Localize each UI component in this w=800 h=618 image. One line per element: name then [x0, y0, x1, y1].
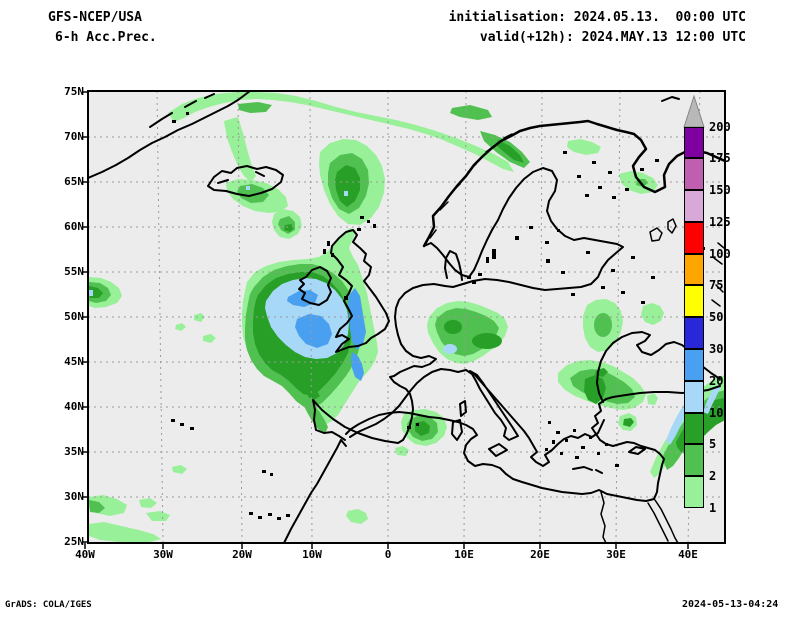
legend-label-10: 10 [709, 406, 724, 420]
lon-label-30w: 30W [153, 548, 173, 561]
coast-med-islands [451, 400, 646, 474]
legend-label-2: 2 [709, 469, 717, 483]
coast-caspian-caucasus [711, 242, 725, 307]
lat-label-45n: 45N [64, 355, 84, 368]
lat-label-30n: 30N [64, 490, 84, 503]
coast-mediterranean-north [349, 368, 605, 467]
legend-block-175-200 [684, 127, 704, 158]
coast-lakes [649, 218, 677, 242]
coast-ireland [298, 266, 332, 306]
coast-turkey-africa [283, 398, 665, 543]
lat-label-25n: 25N [64, 535, 84, 548]
creation-timestamp: 2024-05-13-04:24 [682, 599, 779, 610]
legend-label-75: 75 [709, 278, 724, 292]
legend-label-175: 175 [709, 151, 731, 165]
coast-western-europe [312, 283, 446, 444]
lat-label-55n: 55N [64, 265, 84, 278]
legend-label-150: 150 [709, 183, 731, 197]
lon-label-40e: 40E [678, 548, 698, 561]
legend-block-100-125 [684, 222, 704, 254]
lon-label-30e: 30E [606, 548, 626, 561]
graticule [88, 91, 725, 543]
legend-label-30: 30 [709, 342, 724, 356]
valid-time-label: valid(+12h): 2024.MAY.13 12:00 UTC [479, 30, 746, 45]
lon-label-20w: 20W [232, 548, 252, 561]
grads-credit: GrADS: COLA/IGES [5, 600, 92, 610]
legend-label-1: 1 [709, 501, 717, 515]
legend-block-125-150 [684, 190, 704, 222]
legend-label-50: 50 [709, 310, 724, 324]
model-title: GFS-NCEP/USA [48, 10, 142, 25]
coast-denmark [444, 250, 463, 281]
lon-label-10w: 10W [302, 548, 322, 561]
legend-block-10-20 [684, 381, 704, 413]
coast-baltic [423, 167, 624, 291]
lon-label-0: 0 [384, 548, 392, 561]
lat-label-70n: 70N [64, 130, 84, 143]
legend-label-100: 100 [709, 247, 731, 261]
map-frame [87, 90, 726, 544]
lat-label-40n: 40N [64, 400, 84, 413]
legend-label-125: 125 [709, 215, 731, 229]
coast-great-britain [330, 229, 390, 353]
lat-label-60n: 60N [64, 220, 84, 233]
legend-block-5-10 [684, 413, 704, 444]
coast-norway-fjords [429, 133, 513, 239]
lat-label-75n: 75N [64, 85, 84, 98]
legend-label-20: 20 [709, 374, 724, 388]
product-title: 6-h Acc.Prec. [55, 30, 157, 45]
lat-label-65n: 65N [64, 175, 84, 188]
legend-block-30-50 [684, 317, 704, 349]
coast-greenland-fjords [149, 93, 680, 128]
lat-label-35n: 35N [64, 445, 84, 458]
legend-block-150-175 [684, 158, 704, 190]
legend-block-50-75 [684, 285, 704, 317]
coast-greenland [88, 91, 251, 179]
init-time-label: initialisation: 2024.05.13. 00:00 UTC [448, 10, 746, 25]
legend-label-5: 5 [709, 437, 717, 451]
legend-block-75-100 [684, 254, 704, 285]
lon-label-10e: 10E [454, 548, 474, 561]
lon-label-40w: 40W [75, 548, 95, 561]
coast-norway [422, 119, 725, 248]
lat-label-50n: 50N [64, 310, 84, 323]
legend-block-1-2 [684, 476, 704, 508]
coast-iceland [207, 165, 284, 197]
lon-label-20e: 20E [530, 548, 550, 561]
legend-block-2-5 [684, 444, 704, 476]
coast-red-sea-nile [600, 491, 679, 543]
legend-block-20-30 [684, 349, 704, 381]
axis-ticks [82, 91, 689, 549]
legend-label-200: 200 [709, 120, 731, 134]
